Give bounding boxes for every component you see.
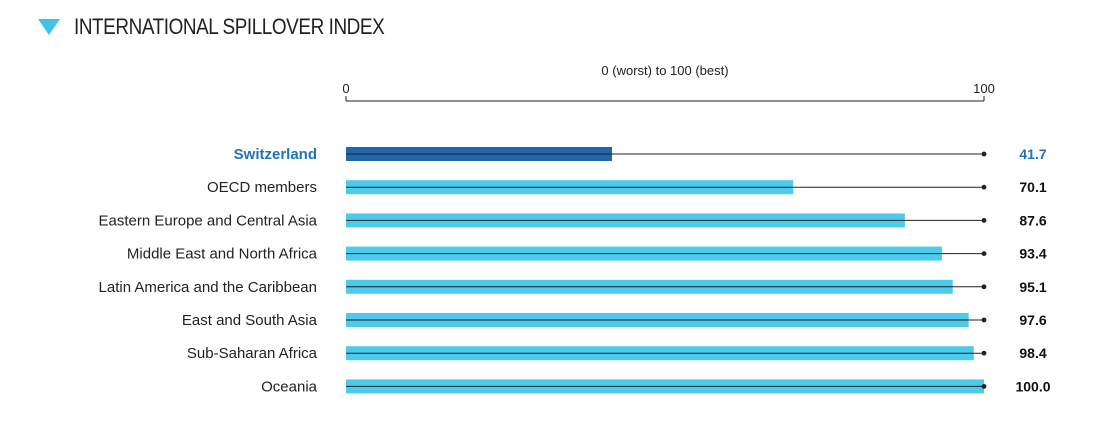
category-label: Latin America and the Caribbean	[99, 279, 317, 296]
category-label: Switzerland	[234, 146, 317, 163]
reference-dot	[981, 317, 987, 323]
value-label: 87.6	[1019, 212, 1046, 228]
tick-label: 0	[342, 81, 349, 96]
reference-dot	[981, 350, 987, 356]
category-label: Middle East and North Africa	[127, 246, 318, 263]
category-label: Sub-Saharan Africa	[187, 345, 318, 362]
x-axis: 0 100	[342, 81, 995, 102]
reference-dot	[981, 218, 987, 223]
triangle-down-icon	[38, 19, 60, 35]
reference-dot	[981, 151, 987, 157]
value-label: 97.6	[1019, 312, 1046, 328]
tick-label: 100	[973, 81, 995, 96]
chart-header: INTERNATIONAL SPILLOVER INDEX	[38, 12, 435, 42]
value-label: 41.7	[1019, 146, 1046, 162]
category-label: Oceania	[261, 378, 318, 395]
axis-label: 0 (worst) to 100 (best)	[601, 63, 728, 78]
reference-dot	[981, 184, 987, 190]
reference-dot	[981, 384, 987, 389]
reference-dot	[981, 251, 987, 256]
bars-group: Switzerland 41.7 OECD members 70.1 Eastern E…	[99, 146, 1051, 395]
value-label: 70.1	[1019, 179, 1046, 195]
value-label: 95.1	[1019, 279, 1046, 295]
value-label: 98.4	[1019, 345, 1046, 361]
category-label: OECD members	[207, 179, 317, 196]
category-label: East and South Asia	[182, 312, 318, 329]
value-label: 93.4	[1019, 246, 1046, 262]
category-label: Eastern Europe and Central Asia	[99, 212, 318, 229]
value-label: 100.0	[1015, 378, 1050, 394]
chart-title: INTERNATIONAL SPILLOVER INDEX	[74, 14, 385, 39]
reference-dot	[981, 284, 987, 290]
